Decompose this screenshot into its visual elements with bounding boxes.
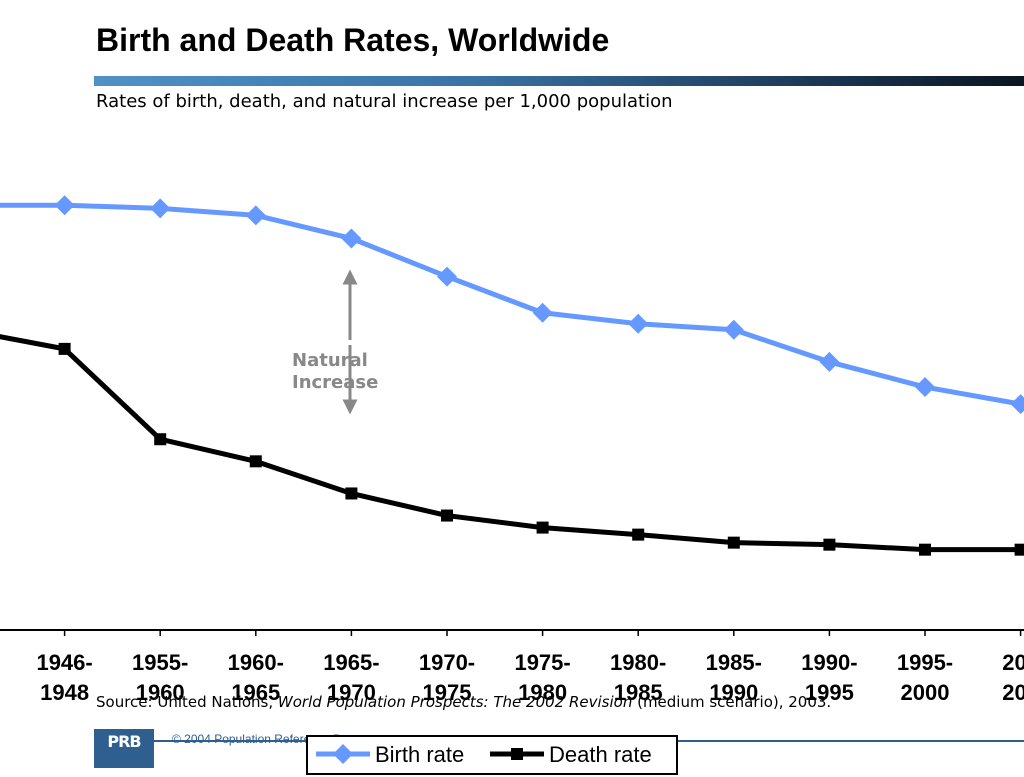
annotation-line1: Natural [292,350,368,371]
birth-rate-point [1010,394,1024,415]
chart-axes [0,629,1024,636]
chart-subtitle: Rates of birth, death, and natural incre… [96,91,673,112]
title-underline [94,76,1024,86]
x-tick-label: 1980- [610,650,666,675]
x-tick-label: 1970 [327,680,376,705]
x-tick-label: 200 [1002,650,1024,675]
birth-rate-point [54,195,75,216]
x-tick-label: 1975 [423,680,472,705]
x-tick-label: 1995- [897,650,953,675]
birth-rate-line [0,202,1022,407]
x-tick-label: 2000 [901,680,950,705]
birth-rate-point [150,198,171,219]
birth-rate-point [532,302,553,323]
x-tick-label: 1955- [132,650,188,675]
x-tick-label: 1985 [614,680,663,705]
death-rate-point [632,528,645,541]
source-note: Source: United Nations, World Population… [96,693,832,711]
prb-logo: PRB [94,729,154,768]
x-tick-label: 1946- [36,650,92,675]
x-tick-label: 1965 [231,680,280,705]
death-rate-point [823,538,836,551]
birth-rate-point [245,205,266,226]
death-rate-point [1014,543,1024,556]
x-tick-label: 1990- [801,650,857,675]
death-rate-point [58,342,71,355]
death-rate-point [727,536,740,549]
series-markers [54,195,1024,556]
death-rate-point [536,521,549,534]
birth-rate-point [819,351,840,372]
x-tick-label: 1995 [805,680,854,705]
page-title: Birth and Death Rates, Worldwide [96,22,610,58]
annotation-line2: Increase [292,372,378,393]
birth-rate-point [723,319,744,340]
death-rate-point [154,433,167,446]
legend-label-birth: Birth rate [375,742,465,767]
death-rate-line [0,334,1021,553]
birth-rate-point [437,266,457,287]
chart-legend: Birth rate Death rate [306,735,678,775]
x-tick-label: 1965- [323,650,379,675]
natural-increase-annotation: Natural Increase [292,269,378,415]
death-rate-point [249,455,262,468]
x-tick-labels: 1946- 1948 1955- 1960 1960- 1965 1965- 1970 1970… [36,650,1024,705]
x-tick-label: 1985- [706,650,762,675]
x-tick-label: 200 [1002,680,1024,705]
x-tick-label: 1990 [709,680,758,705]
death-rate-point [345,487,358,500]
legend-label-death: Death rate [549,742,652,767]
legend-death-marker [511,748,523,760]
x-tick-label: 1975- [514,650,570,675]
x-tick-label: 1980 [518,680,567,705]
series-lines [0,202,1022,553]
birth-rate-point [915,377,935,398]
x-tick-label: 1948 [40,680,89,705]
x-tick-label: 1960- [228,650,284,675]
death-rate-point [919,543,931,556]
birth-rate-point [341,228,362,249]
x-tick-label: 1960 [136,680,185,705]
death-rate-point [441,509,453,522]
legend-birth-marker [333,744,353,764]
x-tick-label: 1970- [419,650,475,675]
birth-rate-point [628,313,649,334]
